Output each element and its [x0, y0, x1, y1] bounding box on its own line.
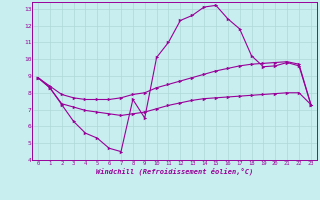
X-axis label: Windchill (Refroidissement éolien,°C): Windchill (Refroidissement éolien,°C)	[96, 167, 253, 175]
